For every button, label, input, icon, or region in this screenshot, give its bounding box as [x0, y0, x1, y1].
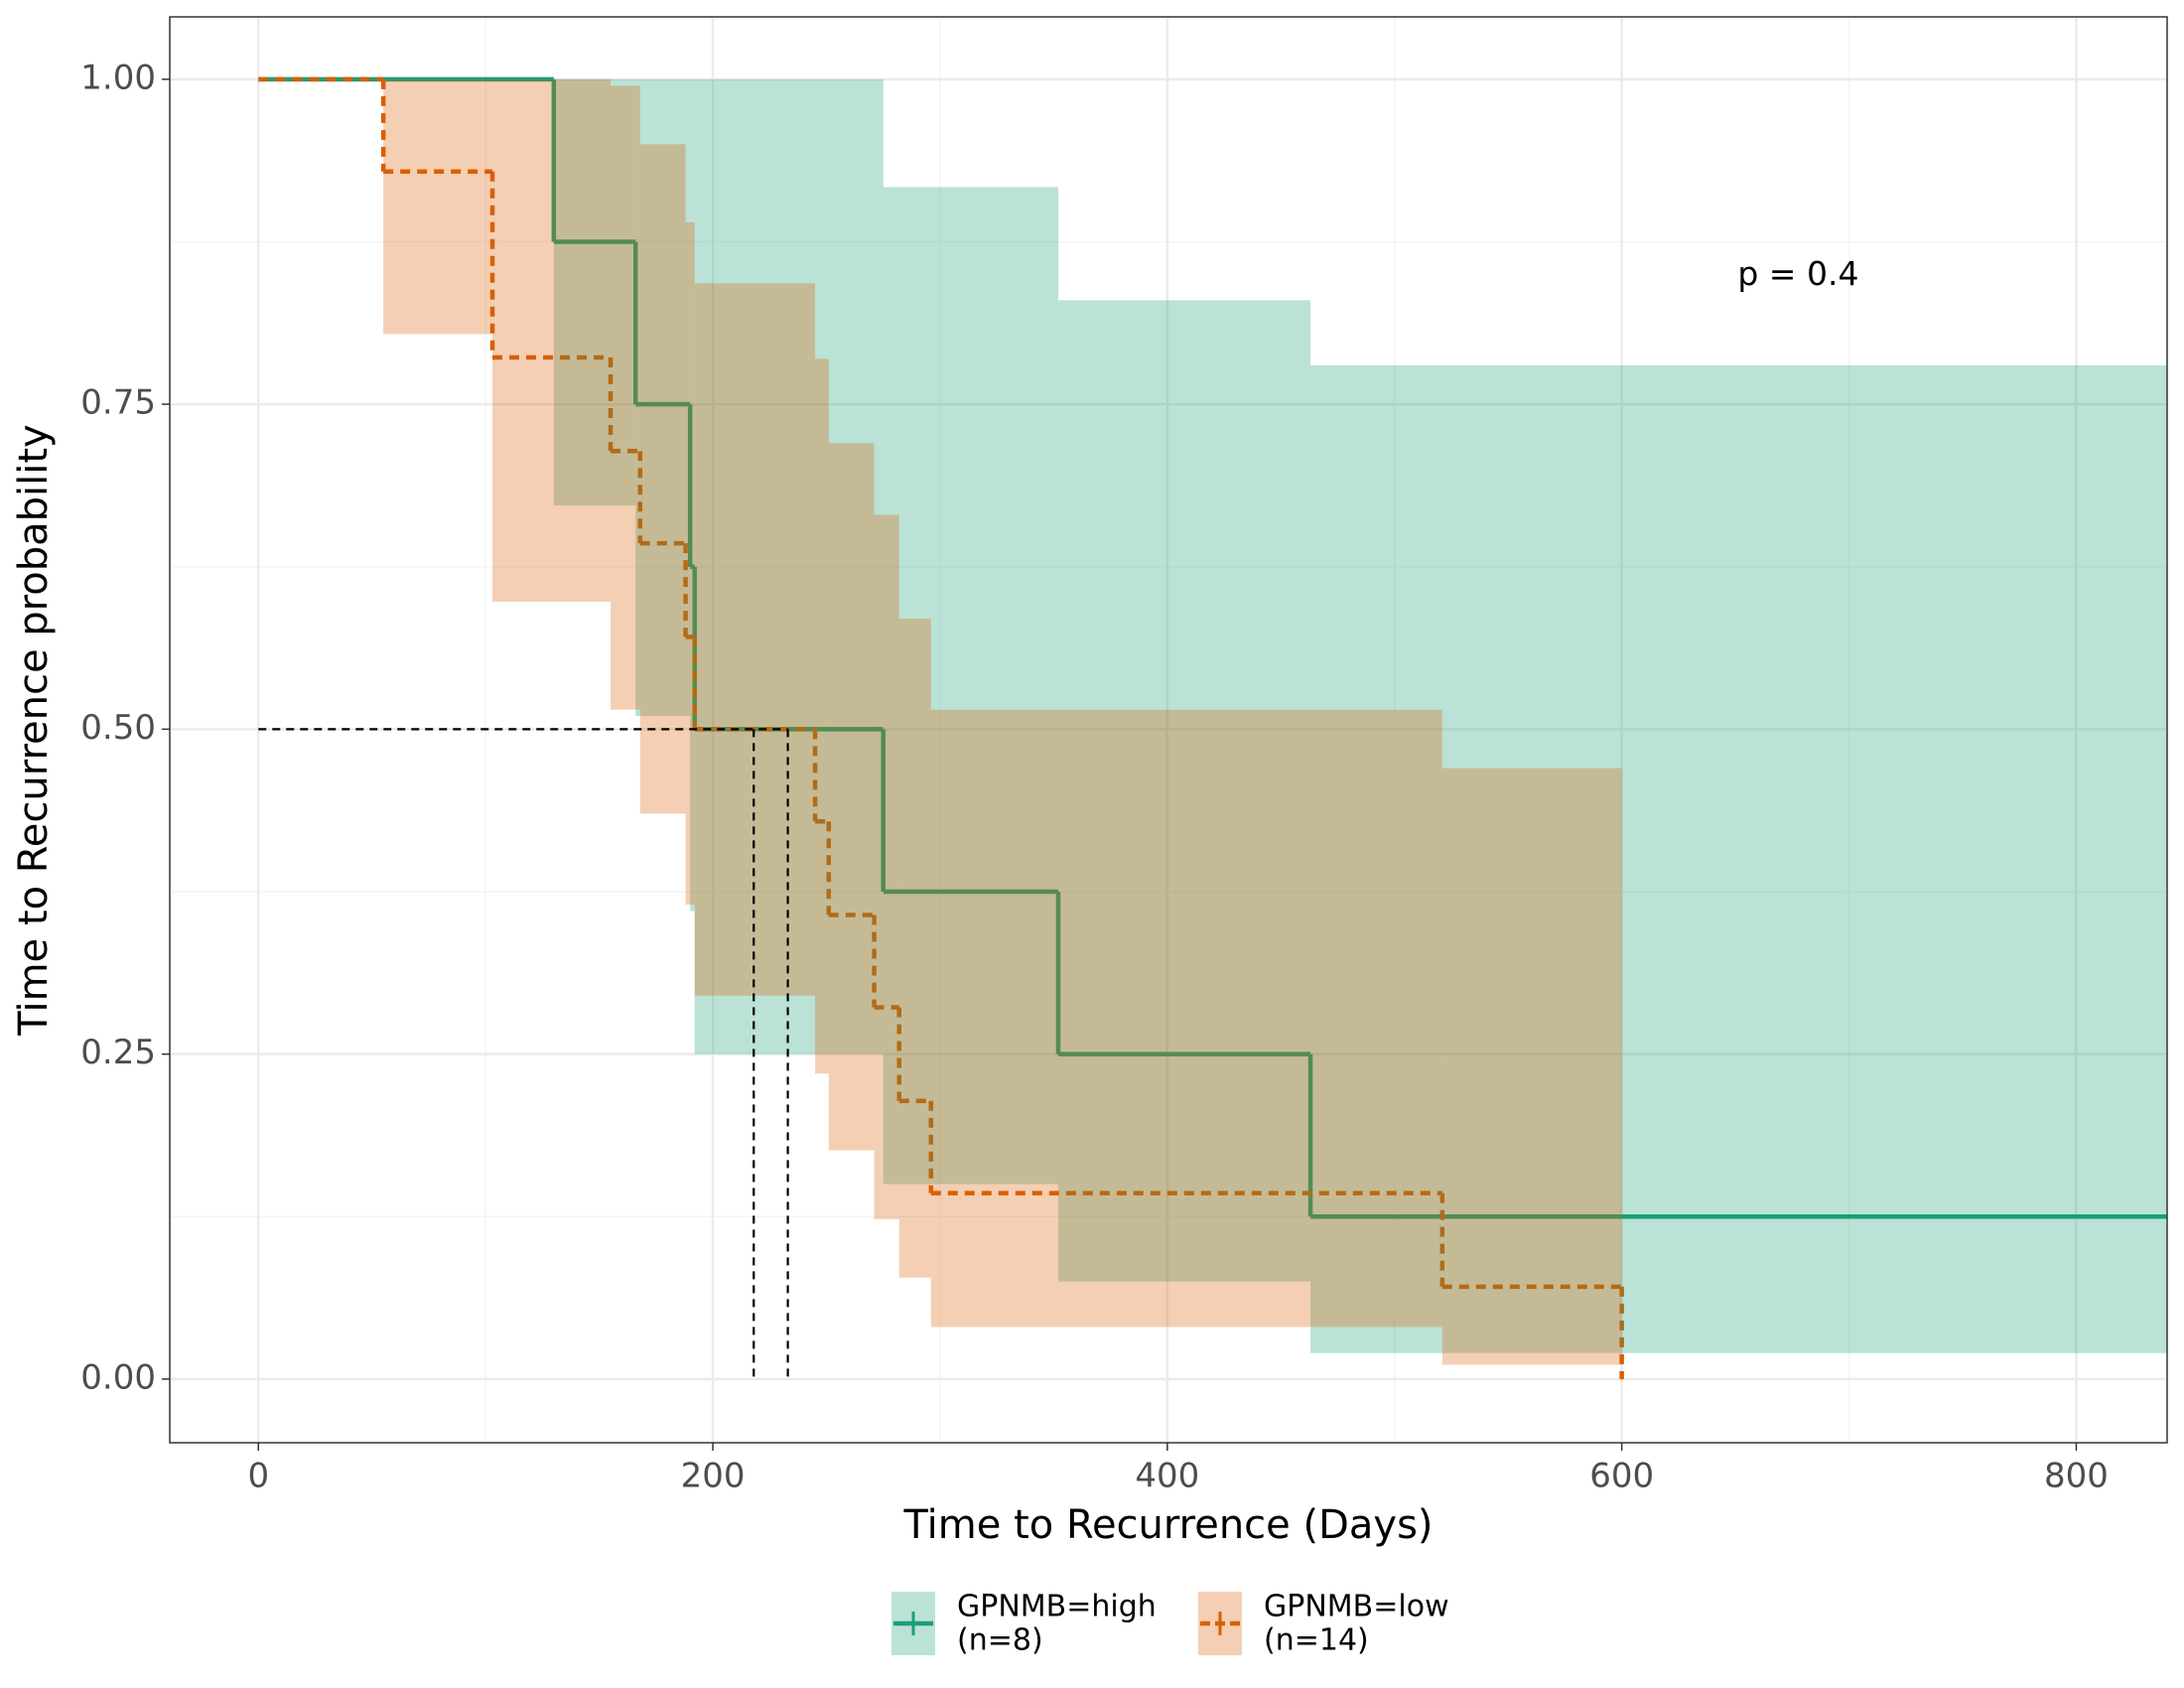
confidence-band [635, 78, 691, 717]
confidence-band [383, 78, 493, 335]
confidence-band [258, 78, 554, 80]
confidence-band [258, 78, 384, 80]
x-tick-label: 800 [2044, 1457, 2109, 1496]
confidence-band [898, 619, 931, 1278]
confidence-band [694, 78, 884, 1055]
y-tick-label: 0.50 [80, 708, 156, 748]
legend-label: (n=14) [1264, 1623, 1369, 1658]
y-axis-title: Time to Recurrence probability [11, 424, 57, 1036]
grid [170, 17, 2167, 1443]
confidence-bands [258, 78, 2167, 1365]
panel-border [169, 16, 2168, 1444]
x-tick-label: 400 [1135, 1457, 1199, 1496]
confidence-band [694, 283, 816, 996]
confidence-band [1441, 768, 1622, 1365]
annotation: p = 0.4 [1737, 254, 1858, 293]
x-axis-title: Time to Recurrence (Days) [902, 1502, 1433, 1548]
legend-label: GPNMB=high [957, 1590, 1157, 1624]
y-tick-label: 0.75 [80, 383, 156, 423]
confidence-band [815, 358, 829, 1074]
confidence-band [492, 78, 612, 603]
confidence-band [611, 85, 640, 710]
confidence-band [639, 144, 686, 814]
x-tick-label: 600 [1589, 1457, 1654, 1496]
confidence-band [690, 78, 695, 912]
legend-label: (n=8) [957, 1623, 1043, 1658]
survival-curves [258, 76, 2167, 1379]
y-tick-label: 1.00 [80, 58, 156, 97]
confidence-band [685, 221, 695, 906]
confidence-band [930, 709, 1442, 1328]
x-tick-label: 0 [247, 1457, 269, 1496]
legend-label: GPNMB=low [1264, 1590, 1449, 1624]
confidence-band [874, 514, 899, 1219]
confidence-band [1057, 300, 1311, 1282]
y-tick-label: 0.25 [80, 1033, 156, 1072]
confidence-band [553, 78, 636, 506]
confidence-band [1310, 364, 2167, 1353]
confidence-band [828, 443, 875, 1151]
confidence-band [883, 187, 1058, 1185]
x-tick-label: 200 [681, 1457, 746, 1496]
y-tick-label: 0.00 [80, 1357, 156, 1397]
